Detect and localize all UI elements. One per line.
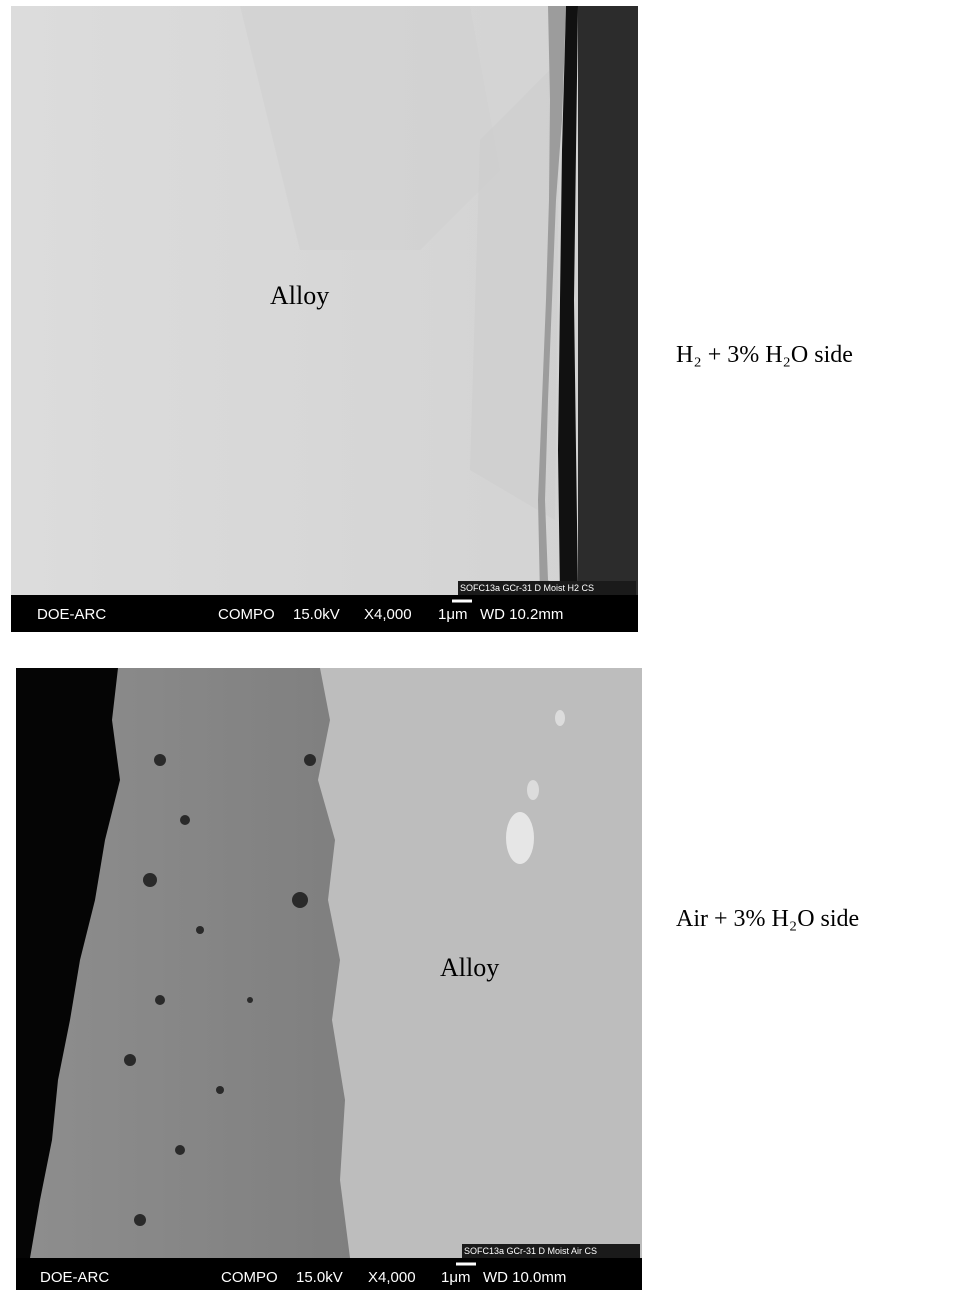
micrograph-bottom: SOFC13a GCr-31 D Moist Air CS DOE-ARC CO… <box>16 668 642 1290</box>
bar-text: COMPO <box>221 1269 278 1286</box>
bar-text: 15.0kV <box>293 606 340 623</box>
inclusion <box>506 812 534 864</box>
sample-id: SOFC13a GCr-31 D Moist H2 CS <box>460 583 594 593</box>
region-label: Alloy <box>440 953 499 982</box>
inclusion <box>555 710 565 726</box>
page: {"images": [ {"label": "Alloy", "caption… <box>0 0 959 1290</box>
bar-text: X4,000 <box>368 1269 416 1286</box>
micrograph-top: SOFC13a GCr-31 D Moist H2 CS DOE-ARC COM… <box>11 6 638 632</box>
background <box>578 6 638 595</box>
figure: SOFC13a GCr-31 D Moist H2 CS DOE-ARC COM… <box>0 0 959 1290</box>
bar-text: DOE-ARC <box>40 1269 109 1286</box>
bar-text: COMPO <box>218 606 275 623</box>
sample-id: SOFC13a GCr-31 D Moist Air CS <box>464 1246 597 1256</box>
bar-text: 1μm <box>441 1269 470 1286</box>
caption: Air + 3% H₂O side <box>676 906 859 932</box>
bar-text: 1μm <box>438 606 467 623</box>
bar-text: 15.0kV <box>296 1269 343 1286</box>
bar-text: WD 10.2mm <box>480 606 563 623</box>
region-label: Alloy <box>270 281 329 310</box>
caption: H₂ + 3% H₂O side <box>676 342 853 368</box>
inclusion <box>527 780 539 800</box>
bar-text: WD 10.0mm <box>483 1269 566 1286</box>
bar-text: X4,000 <box>364 606 412 623</box>
bar-text: DOE-ARC <box>37 606 106 623</box>
